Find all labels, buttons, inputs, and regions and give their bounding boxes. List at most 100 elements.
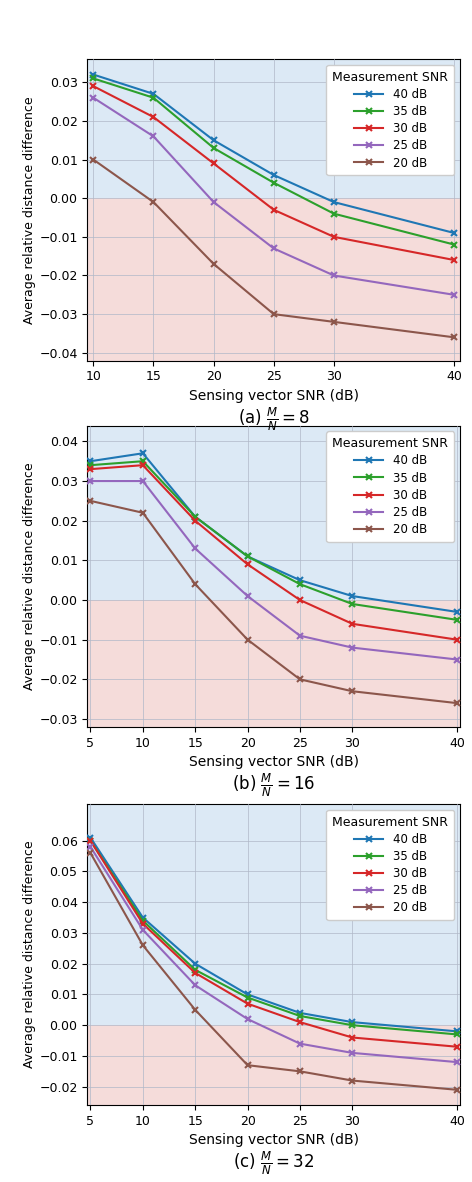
25 dB (349, 641, 355, 655)
20 dB (151, 195, 156, 209)
30 dB (331, 229, 337, 243)
Line: 40 dB: 40 dB (87, 834, 461, 1034)
30 dB (151, 110, 156, 124)
Line: 40 dB: 40 dB (90, 71, 458, 236)
35 dB (88, 833, 93, 847)
35 dB (151, 91, 156, 105)
Bar (87, 199, 460, 361)
35 dB (454, 1027, 460, 1041)
35 dB (331, 207, 337, 221)
Bar (87, 1025, 460, 1105)
Legend: 40 dB, 35 dB, 30 dB, 25 dB, 20 dB: 40 dB, 35 dB, 30 dB, 25 dB, 20 dB (327, 431, 454, 541)
30 dB (454, 1040, 460, 1054)
25 dB (451, 287, 457, 301)
35 dB (140, 914, 146, 928)
25 dB (349, 1046, 355, 1060)
25 dB (91, 91, 96, 105)
25 dB (151, 129, 156, 143)
30 dB (193, 966, 198, 980)
40 dB (349, 1015, 355, 1030)
20 dB (245, 1058, 251, 1072)
35 dB (349, 597, 355, 611)
30 dB (140, 459, 146, 473)
40 dB (88, 831, 93, 845)
30 dB (211, 156, 217, 170)
25 dB (331, 268, 337, 282)
40 dB (297, 1006, 303, 1020)
30 dB (297, 1015, 303, 1030)
25 dB (454, 652, 460, 667)
Y-axis label: Average relative distance difference: Average relative distance difference (24, 96, 36, 324)
40 dB (211, 134, 217, 148)
20 dB (211, 256, 217, 271)
Bar (87, 804, 460, 1025)
40 dB (349, 589, 355, 603)
20 dB (140, 939, 146, 953)
30 dB (349, 1031, 355, 1045)
Bar (87, 426, 460, 600)
35 dB (454, 612, 460, 626)
30 dB (297, 593, 303, 608)
30 dB (88, 833, 93, 847)
30 dB (271, 203, 277, 217)
Line: 30 dB: 30 dB (87, 462, 461, 643)
40 dB (454, 1025, 460, 1039)
40 dB (151, 86, 156, 100)
25 dB (297, 1037, 303, 1051)
20 dB (331, 314, 337, 329)
Bar (87, 59, 460, 199)
25 dB (297, 629, 303, 643)
25 dB (193, 979, 198, 993)
Text: (a) $\frac{M}{N} = 8$: (a) $\frac{M}{N} = 8$ (237, 405, 310, 433)
35 dB (297, 1009, 303, 1024)
35 dB (211, 141, 217, 155)
40 dB (88, 454, 93, 468)
25 dB (271, 241, 277, 255)
40 dB (140, 446, 146, 460)
40 dB (245, 550, 251, 564)
Text: (c) $\frac{M}{N} = 32$: (c) $\frac{M}{N} = 32$ (233, 1150, 314, 1177)
20 dB (349, 1073, 355, 1087)
20 dB (140, 506, 146, 520)
35 dB (349, 1018, 355, 1032)
20 dB (91, 152, 96, 167)
35 dB (297, 577, 303, 591)
25 dB (245, 589, 251, 603)
Line: 40 dB: 40 dB (87, 450, 461, 616)
Y-axis label: Average relative distance difference: Average relative distance difference (24, 840, 36, 1069)
30 dB (140, 916, 146, 930)
40 dB (193, 509, 198, 524)
30 dB (245, 996, 251, 1011)
30 dB (349, 617, 355, 631)
40 dB (271, 168, 277, 182)
Legend: 40 dB, 35 dB, 30 dB, 25 dB, 20 dB: 40 dB, 35 dB, 30 dB, 25 dB, 20 dB (327, 65, 454, 175)
30 dB (193, 514, 198, 528)
Text: (b) $\frac{M}{N} = 16$: (b) $\frac{M}{N} = 16$ (232, 772, 315, 799)
35 dB (245, 991, 251, 1005)
Y-axis label: Average relative distance difference: Average relative distance difference (24, 462, 36, 690)
40 dB (245, 987, 251, 1001)
25 dB (454, 1056, 460, 1070)
X-axis label: Sensing vector SNR (dB): Sensing vector SNR (dB) (189, 1134, 359, 1148)
40 dB (140, 910, 146, 924)
20 dB (454, 696, 460, 710)
25 dB (88, 474, 93, 488)
20 dB (193, 1002, 198, 1017)
20 dB (451, 330, 457, 344)
20 dB (349, 684, 355, 699)
40 dB (297, 573, 303, 587)
35 dB (193, 963, 198, 978)
Line: 25 dB: 25 dB (90, 95, 458, 298)
Line: 35 dB: 35 dB (87, 837, 461, 1038)
20 dB (88, 494, 93, 508)
20 dB (245, 632, 251, 647)
40 dB (193, 956, 198, 970)
Line: 25 dB: 25 dB (87, 843, 461, 1066)
Line: 25 dB: 25 dB (87, 478, 461, 663)
X-axis label: Sensing vector SNR (dB): Sensing vector SNR (dB) (189, 755, 359, 769)
35 dB (91, 71, 96, 85)
30 dB (454, 632, 460, 647)
25 dB (88, 839, 93, 853)
25 dB (140, 923, 146, 937)
40 dB (454, 605, 460, 619)
